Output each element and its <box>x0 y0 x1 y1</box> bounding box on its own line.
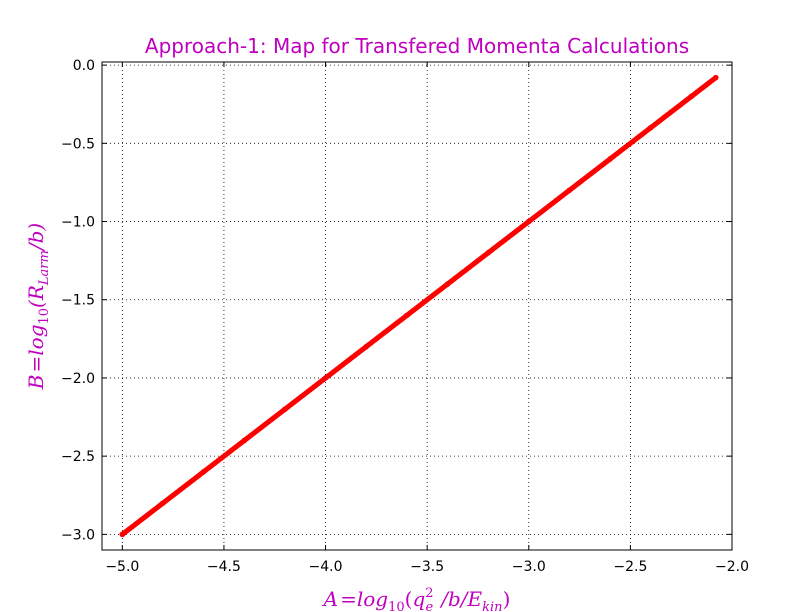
x-tick-label: −2.5 <box>613 559 647 575</box>
x-tick-label: −4.5 <box>207 559 241 575</box>
data-point <box>119 531 126 538</box>
data-point <box>160 500 166 506</box>
data-point <box>404 312 410 319</box>
data-point <box>688 93 695 100</box>
data-point <box>241 437 248 444</box>
data-point <box>712 74 719 81</box>
y-tick-label: −1.0 <box>61 215 95 231</box>
data-point <box>322 375 329 381</box>
y-tick-label: −1.5 <box>61 293 95 309</box>
x-tick-label: −5.0 <box>105 559 139 575</box>
data-point <box>444 281 451 287</box>
axis-ticks <box>102 62 733 550</box>
y-axis-tick-labels: 0.0 −0.5 −1.0 −1.5 −2.0 −2.5 −3.0 <box>61 58 95 543</box>
y-tick-label: −2.5 <box>61 449 95 465</box>
plot-frame <box>101 61 733 551</box>
x-axis-label: A =log10(q2 e/b/Ekin) <box>322 586 511 612</box>
data-point <box>363 343 369 350</box>
data-point <box>282 406 288 413</box>
data-point <box>607 156 613 162</box>
data-point <box>525 218 532 225</box>
x-tick-label: −3.0 <box>512 559 546 575</box>
x-axis-tick-labels: −5.0 −4.5 −4.0 −3.5 −3.0 −2.5 −2.0 <box>105 559 749 575</box>
data-point <box>566 187 573 194</box>
data-point <box>200 468 207 475</box>
data-point <box>647 124 654 131</box>
y-tick-label: 0.0 <box>73 58 95 74</box>
x-tick-label: −3.5 <box>410 559 444 575</box>
x-tick-label: −4.0 <box>309 559 343 575</box>
y-axis-label: B=log10(RLarm/b) <box>24 223 52 390</box>
data-point <box>485 250 491 256</box>
x-tick-label: −2.0 <box>715 559 749 575</box>
y-tick-label: −3.0 <box>61 527 95 543</box>
data-points <box>119 74 719 538</box>
chart-title: Approach-1: Map for Transfered Momenta C… <box>145 34 689 58</box>
y-tick-label: −2.0 <box>61 371 95 387</box>
y-tick-label: −0.5 <box>61 136 95 152</box>
